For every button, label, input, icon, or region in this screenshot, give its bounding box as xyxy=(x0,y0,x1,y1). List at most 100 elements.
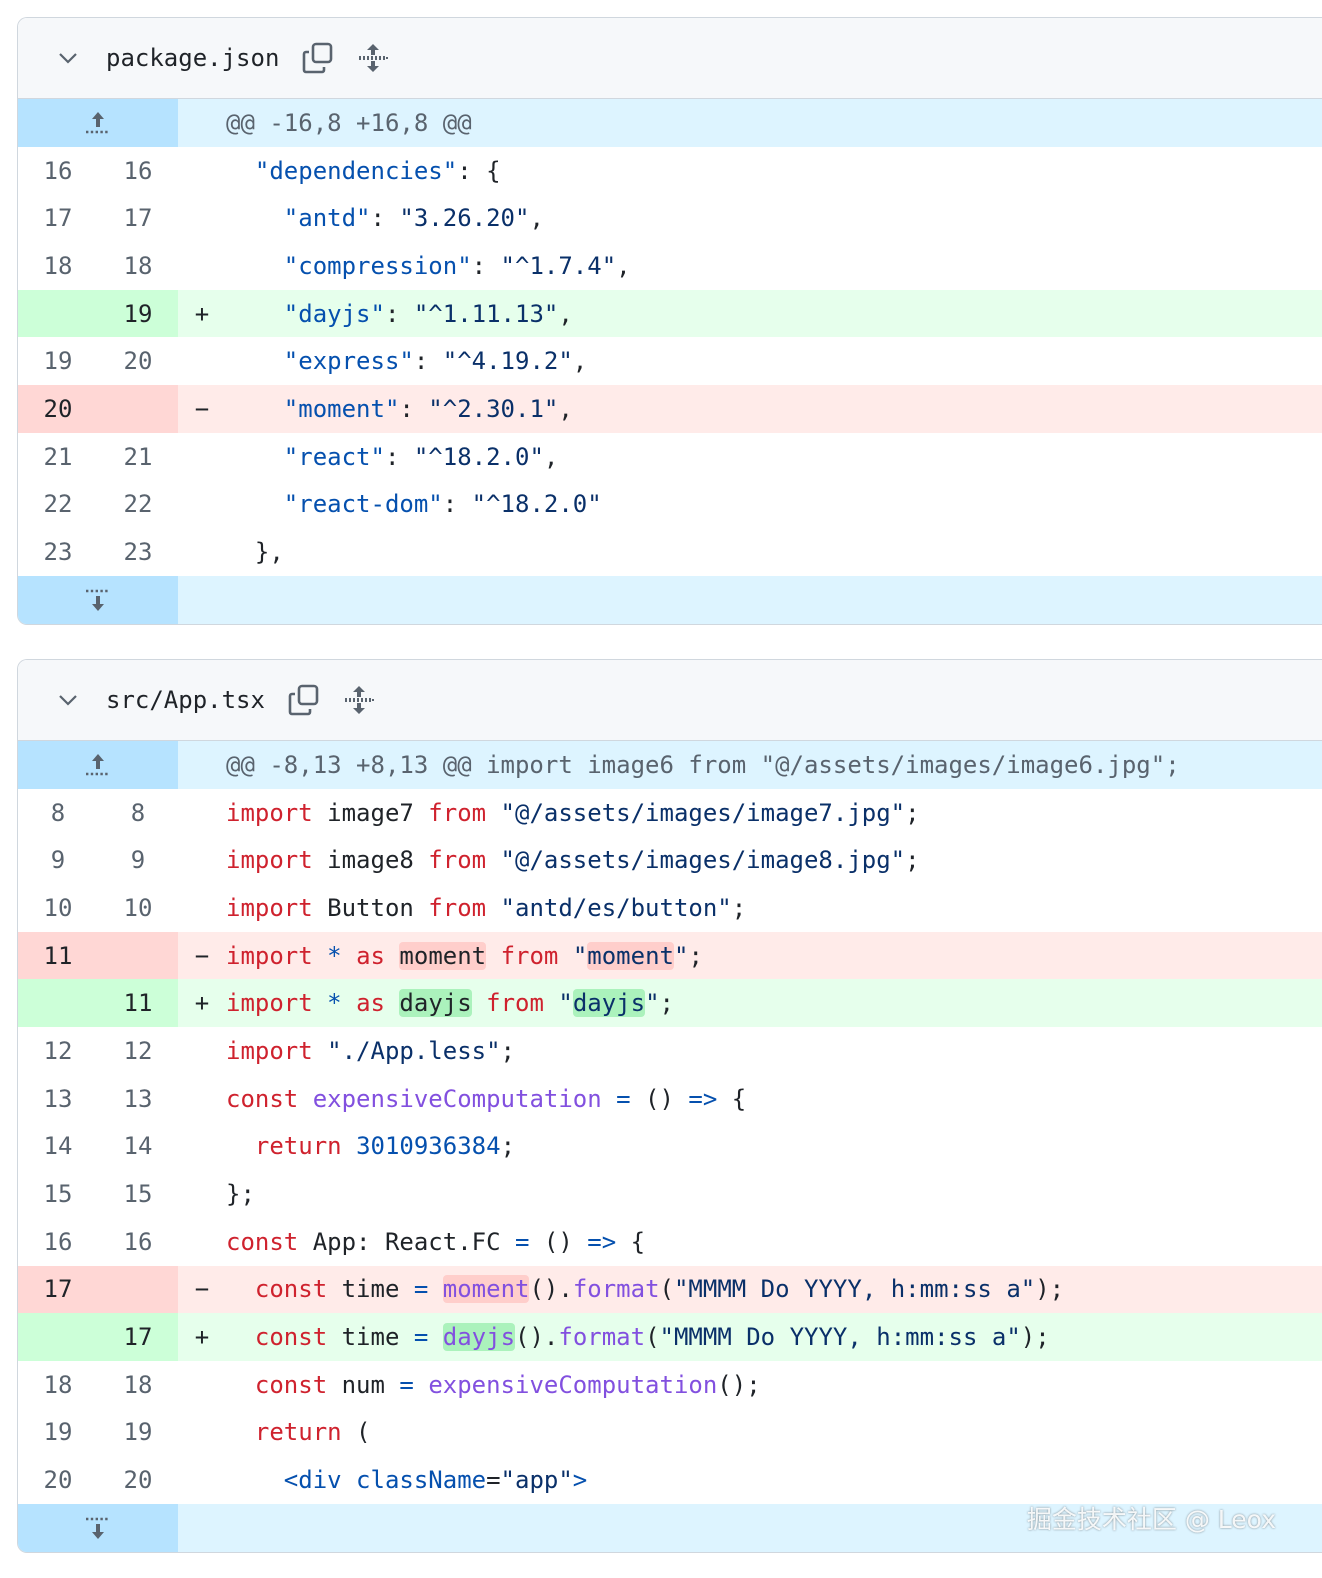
new-line-number[interactable]: 14 xyxy=(123,1132,153,1161)
code-token xyxy=(486,846,500,874)
code-token xyxy=(428,1275,442,1303)
old-line-number[interactable]: 19 xyxy=(43,347,73,376)
new-line-number[interactable] xyxy=(98,1265,178,1314)
old-line-number[interactable]: 22 xyxy=(43,490,73,519)
code-token: "MMMM Do YYYY, h:mm:ss a" xyxy=(659,1323,1021,1352)
old-line-number[interactable] xyxy=(18,289,98,338)
code-token xyxy=(226,204,284,232)
old-line-number[interactable]: 18 xyxy=(43,1370,73,1399)
expand-down-icon[interactable] xyxy=(18,1504,178,1552)
diff-line: 17 17 "antd": "3.26.20", xyxy=(18,194,1322,242)
code-token: , xyxy=(543,442,559,471)
code-line: const time = dayjs (). format("MMMM Do YYY… xyxy=(226,1313,1322,1361)
code-token: ; xyxy=(659,989,674,1018)
new-line-number[interactable]: 10 xyxy=(123,893,153,922)
new-line-number[interactable]: 16 xyxy=(123,1227,153,1256)
old-line-number[interactable]: 17 xyxy=(18,1265,98,1314)
diff-line: 19 + "dayjs": "^1.11.13", xyxy=(18,289,1322,338)
code-token: "^18.2.0" xyxy=(413,442,544,471)
old-line-number[interactable]: 20 xyxy=(43,1466,73,1495)
old-line-number[interactable] xyxy=(18,1313,98,1361)
code-token: return xyxy=(254,1132,342,1161)
new-line-number[interactable]: 21 xyxy=(123,442,153,471)
code-token: "app" xyxy=(500,1466,573,1495)
old-line-number[interactable]: 14 xyxy=(43,1132,73,1161)
new-line-number[interactable]: 11 xyxy=(98,979,178,1028)
old-line-number[interactable]: 11 xyxy=(18,931,98,980)
new-line-number[interactable]: 17 xyxy=(98,1313,178,1361)
code-token xyxy=(226,252,284,280)
expand-down-icon[interactable] xyxy=(18,575,178,624)
new-line-number[interactable] xyxy=(98,385,178,433)
copy-icon[interactable] xyxy=(287,683,321,717)
old-line-number[interactable]: 10 xyxy=(43,893,73,922)
code-line: const num = expensiveComputation (); xyxy=(226,1361,1322,1409)
expand-all-icon[interactable] xyxy=(343,684,375,716)
old-line-number[interactable]: 16 xyxy=(43,1227,73,1256)
new-line-number[interactable]: 19 xyxy=(123,1418,153,1447)
new-line-number[interactable] xyxy=(98,931,178,980)
old-line-number[interactable] xyxy=(18,979,98,1028)
old-line-number[interactable]: 15 xyxy=(43,1180,73,1209)
new-line-number[interactable]: 23 xyxy=(123,538,153,567)
code-line: "moment": "^2.30.1", xyxy=(226,385,1322,433)
chevron-down-icon[interactable] xyxy=(54,46,82,70)
file-header: package.json xyxy=(18,18,1322,99)
diff-line: 22 22 "react-dom": "^18.2.0" xyxy=(18,481,1322,529)
new-line-number[interactable]: 9 xyxy=(130,846,146,875)
code-token: => xyxy=(587,1227,617,1256)
new-line-number[interactable]: 8 xyxy=(130,798,146,827)
new-line-number[interactable]: 12 xyxy=(123,1036,153,1065)
code-token xyxy=(385,942,399,970)
code-token xyxy=(226,157,255,185)
new-line-number[interactable]: 22 xyxy=(123,490,153,519)
old-line-number[interactable]: 12 xyxy=(43,1036,73,1065)
old-line-number[interactable]: 20 xyxy=(18,385,98,433)
code-token: (); xyxy=(717,1370,761,1399)
code-token: = xyxy=(515,1227,530,1256)
new-line-number[interactable]: 13 xyxy=(123,1084,153,1113)
old-line-number[interactable]: 21 xyxy=(43,442,73,471)
code-token: : { xyxy=(457,156,501,185)
chevron-down-icon[interactable] xyxy=(54,688,82,712)
new-line-number[interactable]: 17 xyxy=(123,204,153,233)
old-line-number[interactable]: 23 xyxy=(43,538,73,567)
code-token: image8 xyxy=(312,846,429,875)
expand-up-icon[interactable] xyxy=(18,741,178,789)
new-line-number[interactable]: 15 xyxy=(123,1180,153,1209)
code-line: import Button from "antd/es/button"; xyxy=(226,884,1322,932)
diff-file-0: package.json @@ -16,8 +16,8 @@ 16 16 "de… xyxy=(17,17,1322,625)
new-line-number[interactable]: 20 xyxy=(123,1466,153,1495)
old-line-number[interactable]: 9 xyxy=(50,846,66,875)
diff-line: 20 − "moment": "^2.30.1", xyxy=(18,385,1322,433)
hunk-text: @@ -16,8 +16,8 @@ xyxy=(226,108,472,137)
code-token: ; xyxy=(905,846,920,875)
code-token: , xyxy=(572,347,588,376)
new-line-number[interactable]: 19 xyxy=(98,289,178,338)
new-line-number[interactable]: 18 xyxy=(123,1370,153,1399)
new-line-number[interactable]: 16 xyxy=(123,156,153,185)
old-line-number[interactable]: 18 xyxy=(43,251,73,280)
code-token: : xyxy=(442,490,472,519)
code-line: return ( xyxy=(226,1409,1322,1457)
code-token: ( xyxy=(341,1418,371,1447)
new-line-number[interactable]: 20 xyxy=(123,347,153,376)
code-token: "MMMM Do YYYY, h:mm:ss a" xyxy=(673,1275,1036,1304)
code-token: * xyxy=(327,941,342,970)
old-line-number[interactable]: 13 xyxy=(43,1084,73,1113)
expand-up-icon[interactable] xyxy=(18,99,178,147)
old-line-number[interactable]: 8 xyxy=(50,798,66,827)
code-line: import * as moment from " moment "; xyxy=(226,932,1322,980)
code-token: Button xyxy=(312,893,429,922)
code-token: "moment" xyxy=(283,394,400,423)
new-line-number[interactable]: 18 xyxy=(123,251,153,280)
copy-icon[interactable] xyxy=(301,41,335,75)
old-line-number[interactable]: 16 xyxy=(43,156,73,185)
code-token: "react" xyxy=(283,442,385,471)
expand-all-icon[interactable] xyxy=(357,42,389,74)
code-line: return 3010936384; xyxy=(226,1123,1322,1171)
code-token: 3010936384 xyxy=(356,1132,501,1161)
old-line-number[interactable]: 17 xyxy=(43,204,73,233)
old-line-number[interactable]: 19 xyxy=(43,1418,73,1447)
diff-line: 16 16 const App: React.FC = () => { xyxy=(18,1218,1322,1266)
